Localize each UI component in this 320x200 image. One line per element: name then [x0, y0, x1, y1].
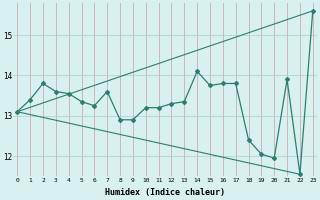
X-axis label: Humidex (Indice chaleur): Humidex (Indice chaleur) [105, 188, 225, 197]
